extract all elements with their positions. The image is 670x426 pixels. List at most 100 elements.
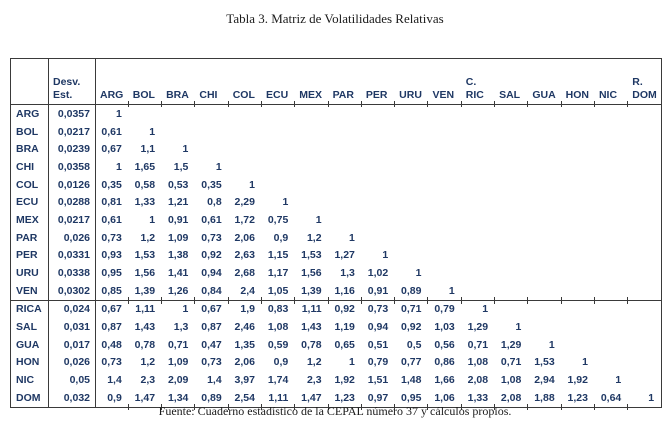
row-label: MEX	[10, 211, 49, 229]
row-label: ECU	[10, 193, 49, 212]
matrix-cell: 1,56	[134, 267, 156, 280]
matrix-cell	[428, 123, 461, 141]
matrix-cell: 1,47	[294, 389, 328, 410]
col-header-per: PER	[360, 58, 396, 107]
row-label: PAR	[10, 228, 49, 247]
row-hon: HON 0,026 0,73 1,2 1,09 0,73 2,06 0,9 1,2 1 0,79 0,…	[10, 353, 662, 372]
matrix-cell: 1	[149, 125, 156, 138]
matrix-cell	[395, 140, 428, 158]
matrix-cell	[595, 105, 628, 123]
matrix-cell	[528, 229, 561, 247]
matrix-cell	[562, 105, 595, 123]
matrix-cell: 1,29	[500, 338, 522, 351]
matrix-cell: 0,92	[401, 321, 422, 334]
matrix-cell: 0,83	[260, 297, 296, 319]
matrix-cell: 1,43	[301, 321, 322, 334]
desv-value: 0,0302	[48, 281, 96, 301]
row-rica: RICA 0,024 0,67 1,11 1 0,67 1,9 0,83 1,11 0,92 0,7…	[10, 297, 662, 319]
matrix-cell: 0,71	[167, 338, 189, 351]
matrix-cell	[495, 247, 528, 265]
matrix-cell	[628, 282, 661, 300]
matrix-cell: 1,3	[340, 267, 355, 280]
matrix-cell: 1	[627, 389, 661, 410]
matrix-cell	[560, 297, 595, 319]
matrix-cell	[428, 193, 461, 211]
matrix-cell: 0,47	[201, 338, 222, 351]
matrix-cell: 1,39	[301, 284, 322, 297]
matrix-cell: 0,67	[101, 143, 122, 156]
matrix-cell: 1	[315, 213, 322, 226]
col-header-arg: ARG	[95, 58, 129, 105]
matrix-cell: 0,89	[401, 284, 422, 297]
matrix-cell: 0,35	[101, 178, 122, 191]
matrix-cell: 2,08	[494, 389, 528, 410]
matrix-cell: 0,78	[134, 338, 156, 351]
matrix-cell: 0,9	[273, 356, 289, 369]
matrix-cell: 0,93	[101, 249, 122, 262]
matrix-cell	[628, 176, 661, 194]
matrix-cell: 1	[582, 356, 588, 369]
matrix-cell: 0,48	[101, 338, 122, 351]
matrix-cell: 3,97	[234, 374, 255, 387]
matrix-cell	[395, 158, 428, 176]
matrix-cell: 0,94	[201, 267, 222, 280]
matrix-cell: 1	[115, 107, 122, 120]
matrix-cell: 1,33	[134, 196, 156, 209]
matrix-cell	[329, 105, 362, 123]
matrix-cell: 1,08	[267, 321, 289, 334]
matrix-cell	[595, 211, 628, 229]
matrix-cell	[428, 264, 461, 282]
matrix-cell: 0,97	[360, 389, 395, 410]
row-uru: URU 0,0338 0,95 1,56 1,41 0,94 2,68 1,17 1,56 1,3…	[10, 264, 662, 282]
matrix-cell	[395, 211, 428, 229]
row-dom: DOM 0,032 0,9 1,47 1,34 0,89 2,54 1,11 1,47 1,23 0…	[10, 389, 662, 410]
matrix-cell	[428, 176, 461, 194]
matrix-cell: 1,43	[134, 321, 156, 334]
matrix-cell	[628, 229, 661, 247]
desv-value: 0,017	[48, 335, 96, 354]
matrix-cell	[329, 123, 362, 141]
matrix-cell: 1,66	[434, 374, 455, 387]
matrix-cell	[462, 264, 495, 282]
matrix-cell: 1,35	[234, 338, 255, 351]
matrix-cell	[562, 229, 595, 247]
matrix-cell	[495, 140, 528, 158]
matrix-cell: 1,16	[334, 284, 355, 297]
matrix-cell: 1,74	[267, 374, 289, 387]
row-label: SAL	[10, 318, 49, 336]
matrix-cell	[595, 247, 628, 265]
matrix-cell: 1	[515, 321, 522, 334]
row-label: HON	[10, 353, 49, 372]
desv-value: 0,0338	[48, 264, 96, 282]
matrix-cell	[595, 318, 628, 336]
row-gua: GUA 0,017 0,48 0,78 0,71 0,47 1,35 0,59 0,78 0,65…	[10, 335, 662, 354]
matrix-cell	[462, 211, 495, 229]
matrix-cell: 1,92	[567, 374, 588, 387]
matrix-cell	[462, 247, 495, 265]
matrix-cell: 0,89	[194, 389, 228, 410]
desv-value: 0,05	[48, 371, 96, 389]
matrix-cell	[628, 264, 661, 282]
matrix-cell: 1,34	[161, 389, 195, 410]
matrix-cell: 0,73	[201, 356, 222, 369]
matrix-cell: 0,67	[95, 299, 129, 319]
matrix-cell	[628, 354, 661, 372]
matrix-cell	[562, 264, 595, 282]
matrix-cell: 2,06	[234, 231, 255, 244]
matrix-cell	[295, 176, 328, 194]
matrix-cell	[195, 105, 228, 123]
matrix-cell	[362, 123, 395, 141]
matrix-cell: 1	[161, 297, 196, 319]
matrix-cell: 2,68	[234, 267, 255, 280]
matrix-cell	[329, 158, 362, 176]
matrix-cell: 2,3	[306, 374, 322, 387]
col-header-par: PAR	[327, 58, 362, 107]
row-per: PER 0,0331 0,93 1,53 1,38 0,92 2,63 1,15 1,53 1,2…	[10, 246, 662, 265]
matrix-cell	[329, 140, 362, 158]
desv-value: 0,031	[48, 318, 96, 336]
matrix-cell	[593, 297, 629, 319]
matrix-cell: 0,56	[434, 338, 455, 351]
col-header-mex: MEX	[294, 58, 329, 107]
matrix-cell: 2,54	[227, 389, 262, 410]
desv-value: 0,0239	[48, 140, 96, 159]
